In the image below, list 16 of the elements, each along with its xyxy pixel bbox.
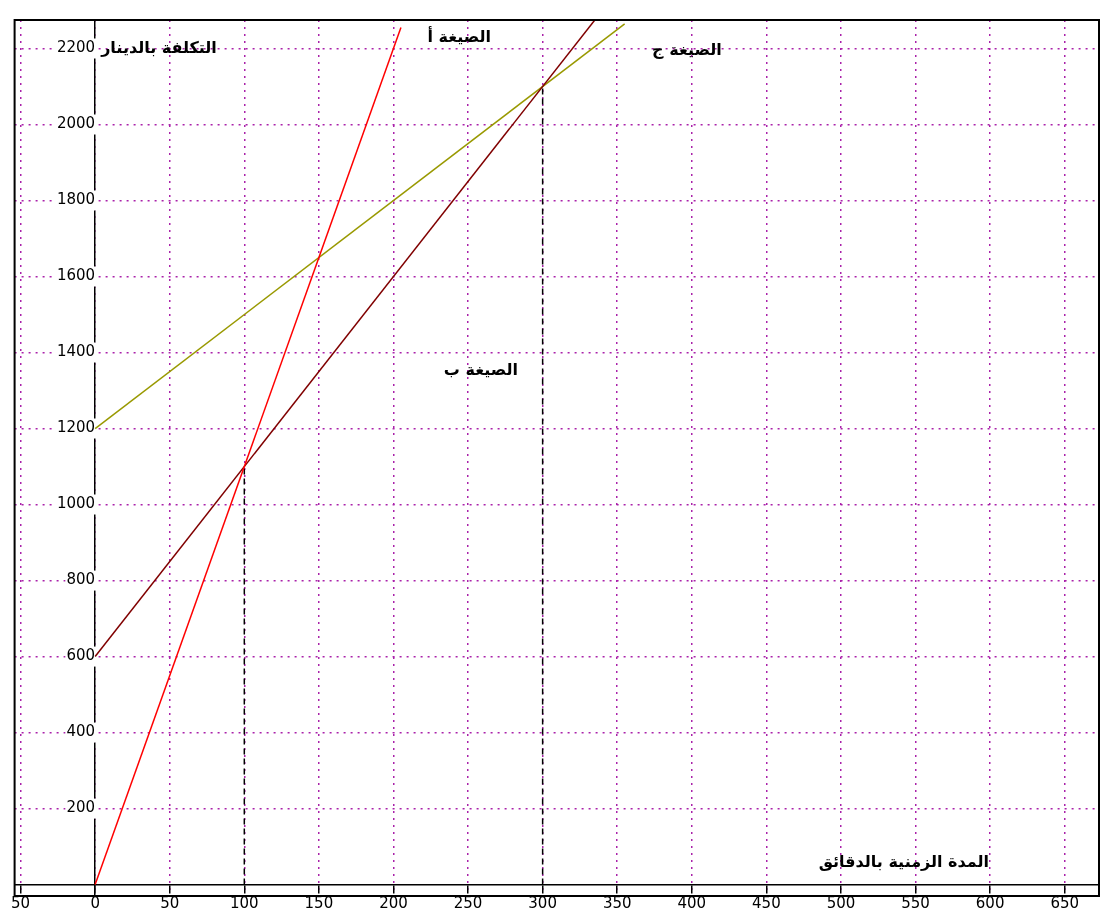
y-tick-label: 1000 [56,494,96,513]
y-tick-label: 400 [66,722,96,741]
annotation: الصيغة أ [427,25,491,46]
y-tick-label: 2200 [56,38,96,57]
y-tick-label: 600 [66,646,96,665]
y-tick-label: 1200 [56,418,96,437]
x-axis-title: المدة الزمنية بالدقائق [818,851,989,871]
annotation: الصيغة ج [652,39,722,59]
annotation: الصيغة ب [443,359,518,379]
y-tick-label: 200 [66,798,96,817]
y-tick-label: 1800 [56,190,96,209]
y-tick-label: 1600 [56,266,96,285]
y-tick-label: 800 [66,570,96,589]
y-tick-label: 1400 [56,342,96,361]
y-tick-label: 2000 [56,114,96,133]
y-axis-title: التكلفة بالدينار [100,37,217,57]
